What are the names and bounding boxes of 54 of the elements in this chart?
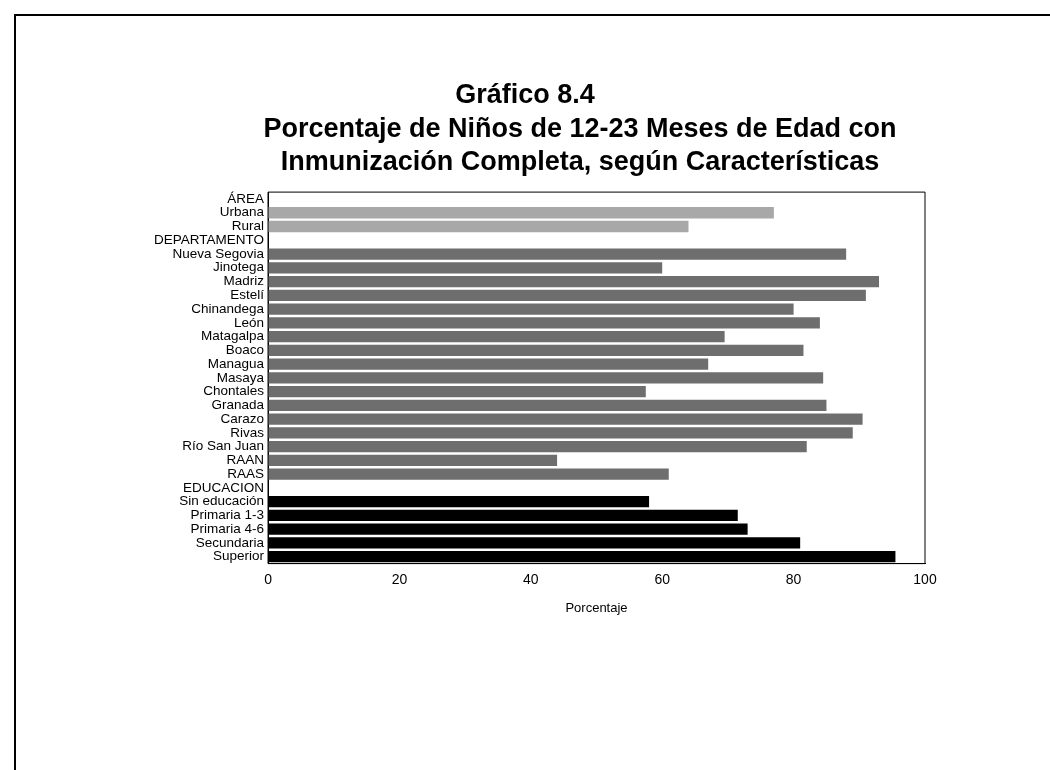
bar bbox=[268, 468, 669, 480]
bar bbox=[268, 330, 725, 343]
y-tick-label: Rivas bbox=[230, 424, 265, 440]
y-tick-label: Madriz bbox=[223, 273, 265, 289]
x-axis-title: Porcentaje bbox=[565, 599, 628, 615]
bar bbox=[268, 399, 827, 412]
x-tick-label: 100 bbox=[913, 570, 937, 587]
bar bbox=[268, 317, 820, 329]
bar bbox=[268, 454, 558, 467]
y-tick-label: RAAS bbox=[227, 465, 265, 481]
y-tick-label: Jinotega bbox=[212, 259, 265, 275]
y-tick-label: Granada bbox=[211, 397, 265, 413]
bar bbox=[268, 289, 866, 301]
y-tick-label: León bbox=[233, 314, 265, 330]
bar bbox=[268, 275, 880, 288]
x-tick-label: 20 bbox=[391, 570, 408, 587]
bar bbox=[268, 344, 804, 356]
y-tick-label: Urbana bbox=[219, 204, 265, 220]
y-tick-label: Chontales bbox=[203, 383, 265, 399]
x-tick-label: 40 bbox=[523, 570, 539, 587]
y-tick-label: Río San Juan bbox=[182, 438, 265, 454]
x-tick-label: 80 bbox=[785, 570, 802, 587]
y-tick-label: RAAN bbox=[226, 452, 265, 468]
x-tick-label: 0 bbox=[264, 570, 273, 587]
y-tick-label: Primaria 1-3 bbox=[190, 507, 265, 523]
bar bbox=[268, 372, 824, 384]
chart-subtitle: Porcentaje de Niños de 12-23 Meses de Edad con Inmunización Completa, según Características bbox=[262, 112, 898, 178]
bar bbox=[268, 413, 863, 425]
chart-title: Gráfico 8.4 bbox=[454, 78, 596, 111]
bar bbox=[268, 220, 689, 233]
y-tick-label: Nueva Segovia bbox=[172, 245, 265, 261]
y-tick-label: Sin educación bbox=[179, 493, 265, 509]
y-tick-label: Boaco bbox=[225, 342, 265, 358]
bar bbox=[268, 385, 646, 398]
y-tick-label: DEPARTAMENTO bbox=[153, 231, 265, 247]
bar bbox=[268, 358, 709, 370]
y-tick-label: Rural bbox=[231, 218, 265, 234]
bar bbox=[268, 427, 853, 439]
y-tick-label: ÁREA bbox=[227, 190, 265, 206]
bar bbox=[268, 303, 794, 315]
bar bbox=[268, 441, 807, 453]
y-tick-label: Secundaria bbox=[195, 534, 265, 550]
bar bbox=[268, 207, 774, 219]
y-tick-label: Superior bbox=[212, 548, 265, 564]
y-tick-label: Estelí bbox=[230, 287, 265, 303]
y-tick-label: Matagalpa bbox=[200, 328, 265, 344]
y-tick-label: Chinandega bbox=[191, 300, 265, 316]
bar bbox=[268, 262, 663, 274]
y-tick-label: Managua bbox=[207, 355, 265, 371]
bar bbox=[268, 248, 847, 260]
y-tick-label: Primaria 4-6 bbox=[190, 520, 265, 536]
y-tick-label: Carazo bbox=[220, 410, 265, 426]
y-tick-label: EDUCACION bbox=[183, 479, 265, 495]
x-tick-label: 60 bbox=[654, 570, 671, 587]
